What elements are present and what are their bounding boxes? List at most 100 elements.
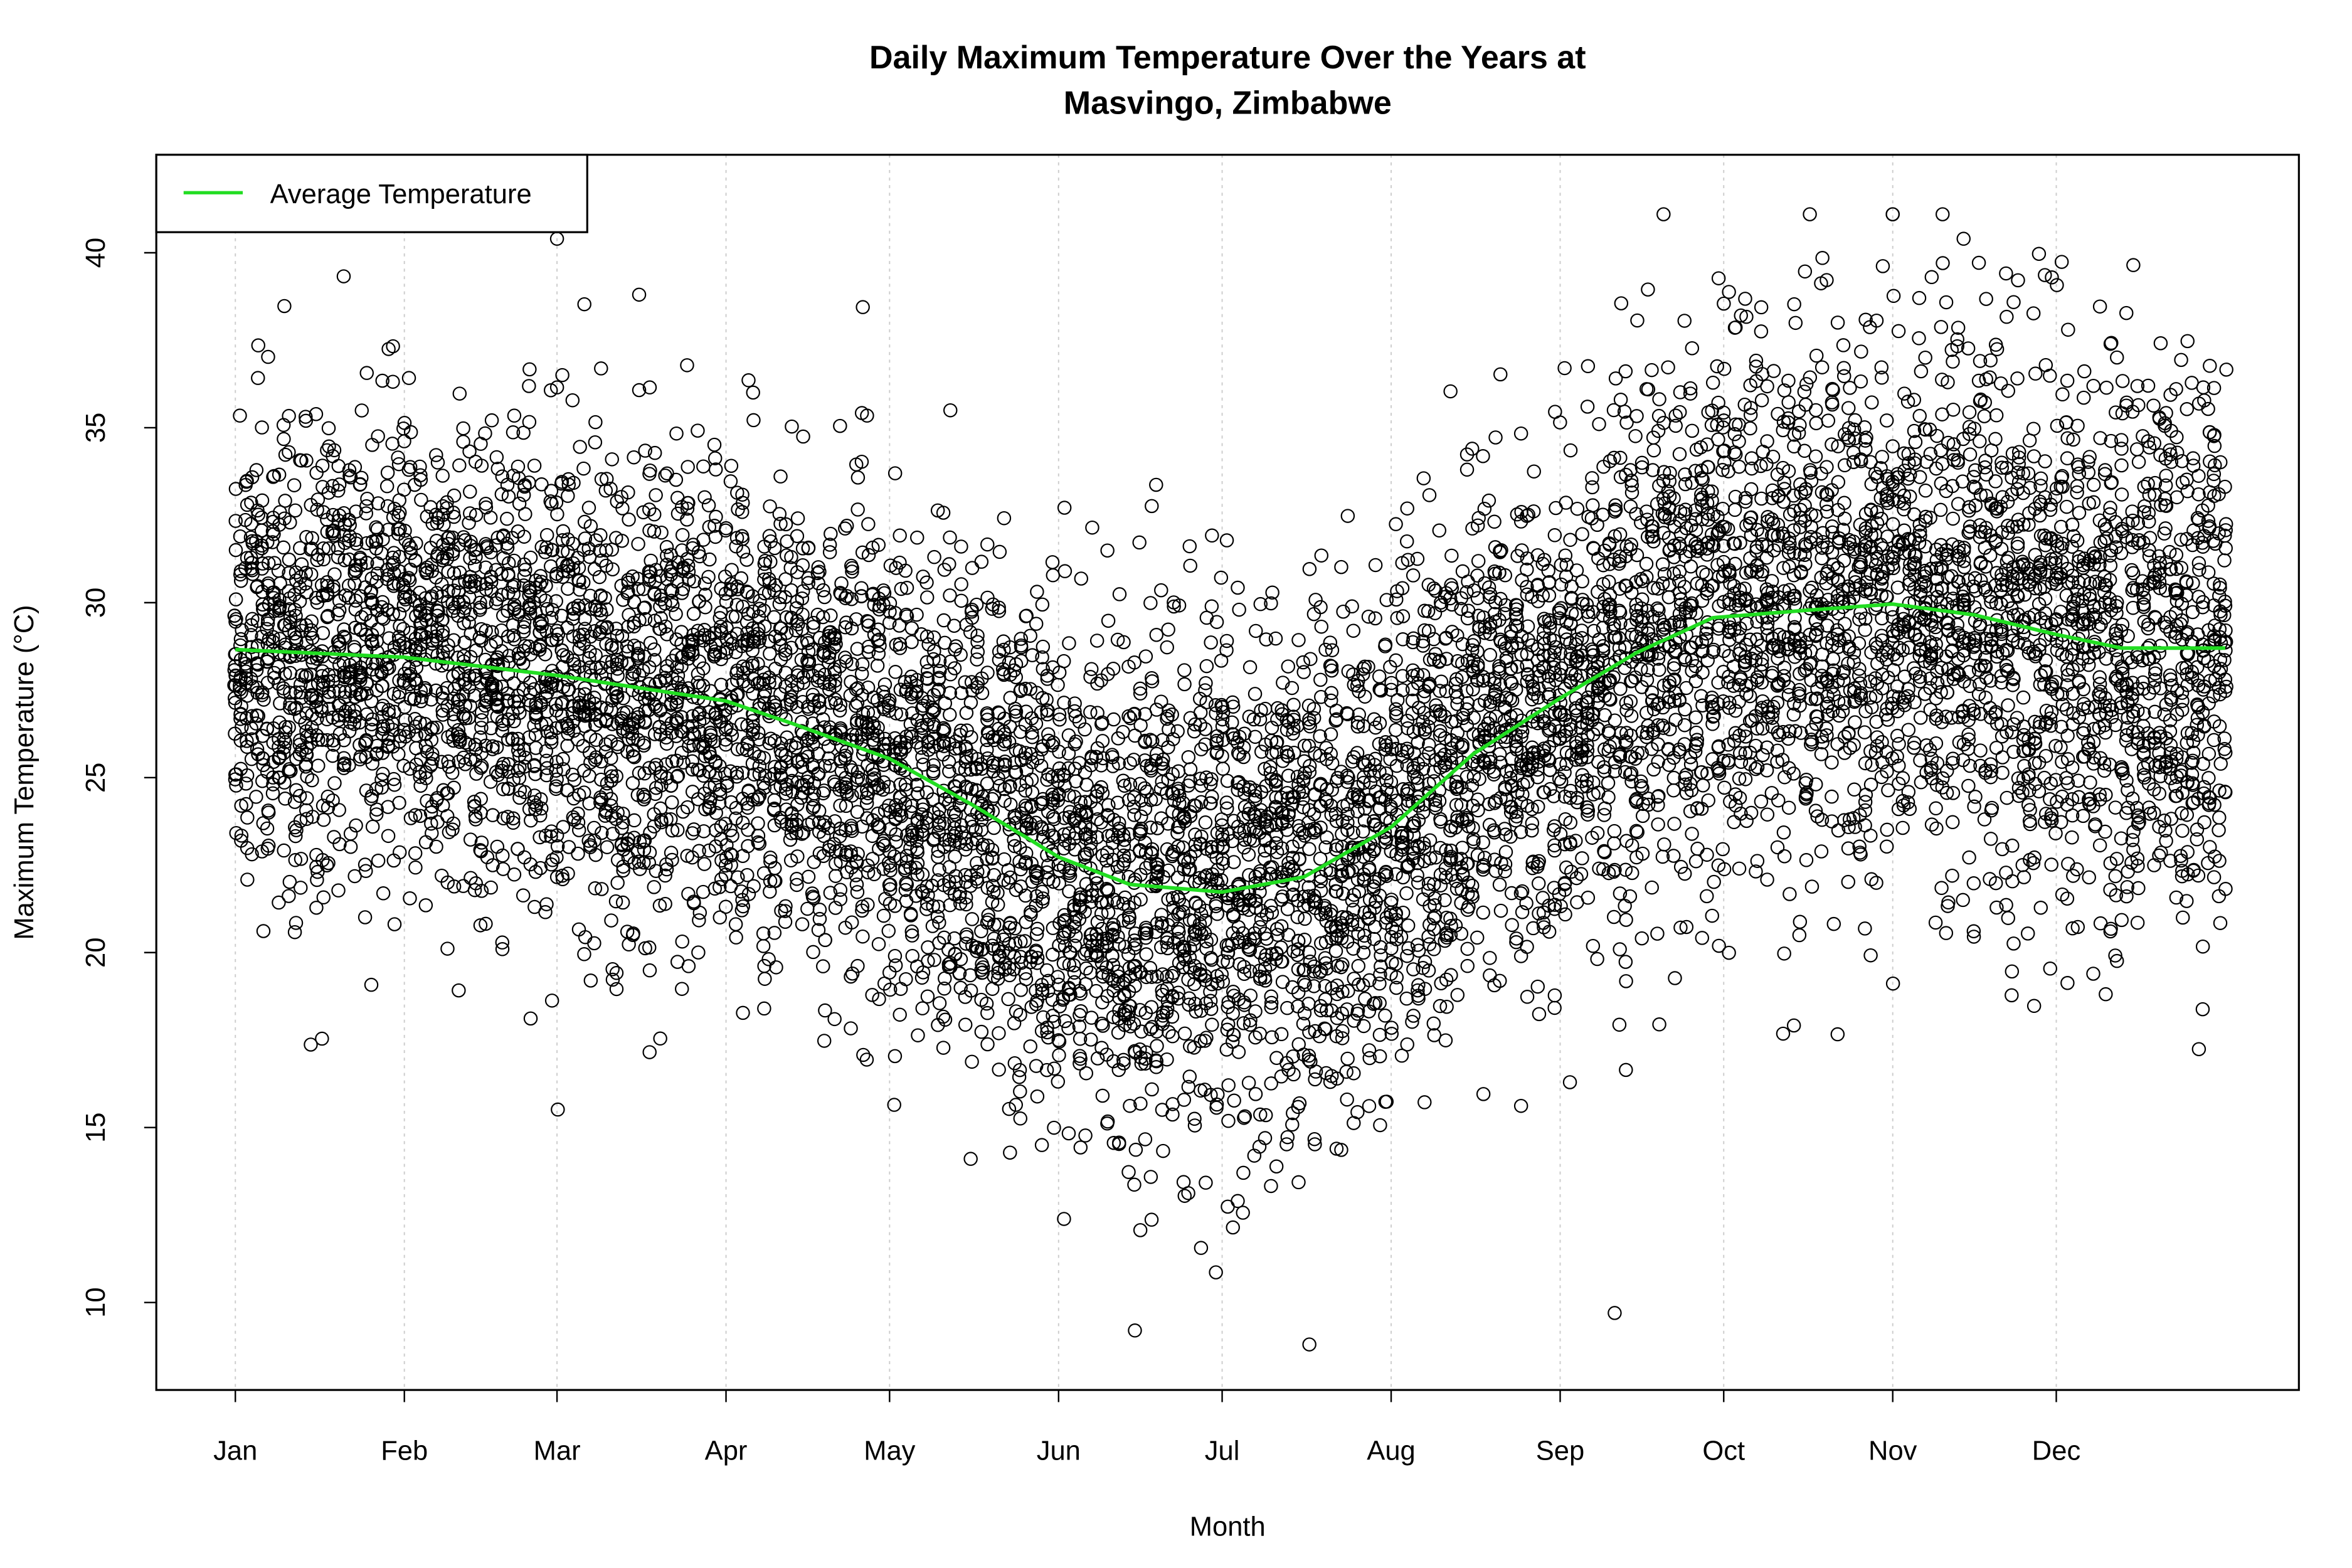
data-point (287, 603, 302, 617)
data-point (919, 590, 935, 605)
data-point (665, 598, 680, 612)
data-point (305, 773, 319, 788)
data-point (483, 775, 498, 789)
data-point (582, 769, 596, 783)
data-point (1209, 615, 1224, 629)
data-point (371, 496, 386, 511)
data-point (436, 645, 450, 660)
data-point (251, 338, 266, 352)
data-point (233, 408, 247, 423)
data-point (507, 867, 522, 882)
data-point (943, 403, 958, 418)
data-point (489, 450, 504, 465)
data-point (615, 895, 630, 910)
data-point (380, 499, 395, 514)
data-point (1324, 686, 1338, 701)
data-point (1291, 633, 1306, 647)
data-point (435, 613, 450, 627)
data-point (424, 816, 438, 831)
data-point (435, 624, 450, 638)
data-point (331, 541, 346, 556)
data-point (289, 634, 304, 649)
data-point (228, 592, 243, 607)
data-point (675, 982, 689, 996)
data-point (289, 649, 303, 663)
data-point (240, 768, 255, 783)
data-point (304, 614, 319, 628)
data-point (408, 846, 423, 861)
data-point (1003, 1145, 1017, 1160)
data-point (337, 630, 352, 645)
data-point (228, 668, 243, 683)
data-point (233, 638, 248, 653)
data-point (320, 800, 336, 815)
data-point (353, 558, 368, 573)
data-point (920, 989, 935, 1004)
data-point (359, 555, 374, 570)
data-point (316, 541, 331, 556)
data-point (518, 507, 532, 521)
data-point (1051, 677, 1065, 692)
data-point (1084, 662, 1099, 676)
data-point (637, 600, 652, 615)
data-point (228, 543, 243, 558)
data-point (696, 459, 711, 474)
data-point (424, 692, 438, 707)
data-point (396, 622, 411, 637)
data-point (1219, 533, 1234, 548)
data-point (287, 924, 302, 940)
data-point (326, 793, 340, 808)
data-point (790, 529, 805, 544)
data-point (381, 342, 396, 356)
data-point (397, 434, 411, 448)
data-point (1302, 842, 1316, 856)
data-point (1226, 1220, 1240, 1235)
data-point (1078, 1128, 1093, 1143)
data-point (228, 514, 243, 528)
data-point (1143, 596, 1158, 610)
data-point (1085, 520, 1099, 535)
data-point (739, 553, 754, 567)
data-point (573, 440, 587, 454)
data-point (261, 556, 276, 571)
data-point (610, 669, 625, 683)
data-point (456, 435, 470, 449)
scatter-points (227, 207, 2233, 1352)
data-point (544, 993, 559, 1008)
data-point (692, 913, 706, 928)
data-point (588, 435, 603, 450)
data-point (409, 536, 423, 551)
data-point (233, 632, 248, 647)
data-point (249, 790, 263, 804)
data-point (294, 557, 309, 572)
data-point (817, 1034, 832, 1048)
data-point (309, 901, 324, 915)
data-point (452, 458, 467, 473)
data-point (435, 707, 450, 722)
data-point (418, 898, 433, 913)
data-point (278, 447, 293, 462)
data-point (1057, 564, 1073, 578)
data-point (321, 856, 336, 871)
data-point (299, 529, 314, 544)
data-point (1145, 499, 1159, 514)
data-point (294, 453, 309, 468)
data-point (665, 795, 679, 810)
data-point (746, 413, 761, 428)
data-point (1062, 884, 1076, 899)
data-point (1221, 1078, 1236, 1093)
data-point (1023, 1039, 1037, 1054)
data-point (408, 553, 423, 568)
data-point (932, 996, 947, 1010)
data-point (1214, 570, 1229, 585)
data-point (1280, 1130, 1295, 1145)
data-point (267, 469, 282, 484)
data-point (260, 721, 274, 736)
data-point (1106, 712, 1121, 727)
data-point (970, 645, 985, 659)
data-point (419, 771, 433, 785)
data-point (871, 937, 886, 951)
data-point (251, 507, 266, 522)
data-point (277, 843, 291, 858)
data-point (669, 607, 683, 622)
